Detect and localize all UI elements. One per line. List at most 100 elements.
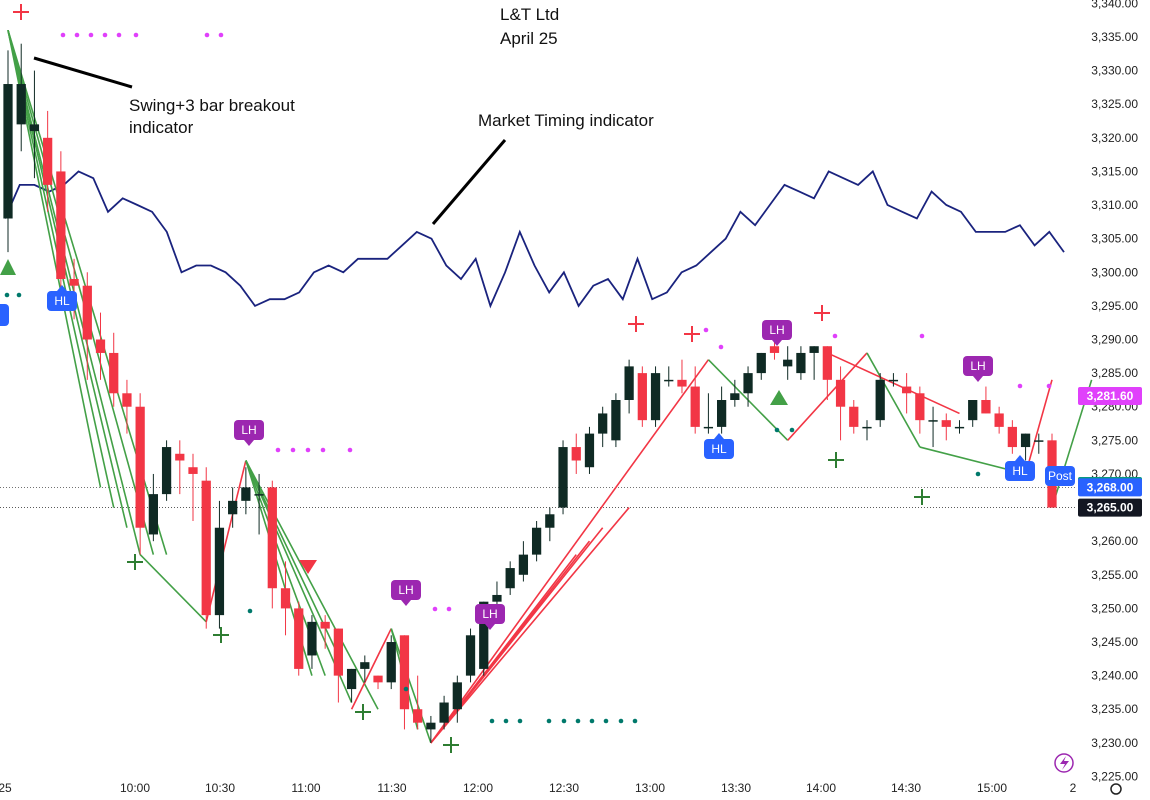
candle-body	[862, 426, 872, 429]
candle-body	[69, 278, 79, 286]
candle-body	[743, 373, 753, 394]
candle-body	[690, 386, 700, 427]
candle-body	[360, 662, 370, 669]
candle-body	[598, 413, 608, 434]
price-tag-label: 3,265.00	[1087, 501, 1134, 515]
teal-dot	[632, 718, 638, 724]
candle-body	[756, 352, 766, 374]
x-tick-label: 10:30	[205, 781, 235, 795]
candle-body	[611, 400, 621, 441]
candle-body	[241, 487, 251, 501]
x-tick-label: 11:00	[291, 781, 320, 795]
y-tick-label: 3,260.00	[1091, 534, 1138, 548]
magenta-dot	[88, 32, 94, 38]
y-tick-label: 3,240.00	[1091, 669, 1138, 683]
x-tick-label: 14:00	[806, 781, 836, 795]
timing-annotation-arrow	[431, 139, 507, 225]
x-tick-label: 12:30	[549, 781, 579, 795]
signal-marker	[1045, 466, 1075, 486]
swing-line	[430, 507, 630, 744]
x-tick-label: 15:00	[977, 781, 1007, 795]
x-tick-label: 12:00	[463, 781, 493, 795]
magenta-dot	[74, 32, 80, 38]
magenta-dot	[446, 606, 452, 612]
candle-body	[188, 467, 198, 474]
candle-body	[849, 406, 859, 427]
x-tick-label: 11:30	[377, 781, 406, 795]
signal-marker-label: LH	[970, 359, 985, 373]
candle-body	[29, 124, 40, 132]
signal-marker	[47, 291, 77, 311]
swing-line	[205, 460, 247, 623]
x-tick-label: 25	[0, 781, 12, 795]
y-tick-label: 3,305.00	[1091, 232, 1138, 246]
signal-marker	[1005, 461, 1035, 481]
teal-dot	[403, 686, 409, 692]
signal-marker-pointer	[244, 440, 254, 446]
swing-line	[350, 628, 392, 710]
candle-body	[677, 379, 687, 387]
chart-subtitle: April 25	[500, 29, 558, 48]
candle-body	[505, 568, 515, 589]
x-tick-label: 10:00	[120, 781, 150, 795]
settings-icon	[1110, 783, 1122, 795]
candle-body	[1007, 426, 1017, 448]
swing-line	[430, 554, 577, 744]
magenta-dot	[919, 333, 925, 339]
magenta-dot	[218, 32, 224, 38]
y-tick-label: 3,250.00	[1091, 601, 1138, 615]
signal-marker-label: LH	[241, 423, 256, 437]
signal-marker-pointer	[714, 433, 724, 439]
candle-body	[135, 406, 145, 528]
candle-body	[915, 393, 925, 421]
signal-marker	[0, 304, 9, 326]
candle-body	[439, 702, 449, 723]
market-timing-line	[4, 169, 1065, 309]
y-tick-label: 3,330.00	[1091, 64, 1138, 78]
lightning-icon	[1054, 753, 1074, 773]
candle-body	[558, 447, 568, 508]
y-tick-label: 3,335.00	[1091, 30, 1138, 44]
candle-body	[426, 722, 436, 730]
candle-body	[584, 433, 595, 468]
magenta-dot	[204, 32, 210, 38]
signal-marker-label: HL	[711, 442, 727, 456]
y-tick-label: 3,325.00	[1091, 97, 1138, 111]
teal-dot	[489, 718, 495, 724]
candle-body	[82, 285, 92, 340]
signal-marker-pointer	[1015, 455, 1025, 461]
candle-body	[43, 137, 53, 185]
magenta-dot	[320, 447, 326, 453]
signal-marker	[762, 320, 792, 340]
signal-marker-pointer	[485, 624, 495, 630]
candle-body	[809, 346, 819, 353]
teal-dot	[517, 718, 523, 724]
candle-body	[228, 500, 238, 515]
candle-body	[1034, 440, 1044, 442]
signal-marker-label: HL	[54, 294, 70, 308]
candle-body	[730, 393, 740, 400]
signal-marker-label: LH	[769, 323, 784, 337]
candle-body	[875, 379, 885, 421]
candle-body	[294, 608, 304, 669]
teal-dot	[546, 718, 552, 724]
swing-line	[1024, 379, 1053, 475]
signal-marker-label: LH	[482, 607, 497, 621]
signal-marker-pointer	[401, 600, 411, 606]
candle-body	[479, 601, 489, 669]
candle-body	[981, 400, 991, 414]
candle-body	[650, 373, 661, 421]
x-tick-label: 14:30	[891, 781, 921, 795]
candle-body	[888, 379, 899, 382]
swing-line	[245, 460, 379, 710]
teal-dot	[561, 718, 567, 724]
candle-body	[703, 426, 714, 429]
candle-body	[769, 346, 780, 353]
chart-title: L&T Ltd	[500, 5, 560, 24]
candle-body	[545, 514, 555, 528]
candle-body	[386, 642, 396, 683]
candle-body	[399, 635, 410, 710]
magenta-dot	[832, 333, 838, 339]
signal-marker-label: LH	[398, 583, 413, 597]
